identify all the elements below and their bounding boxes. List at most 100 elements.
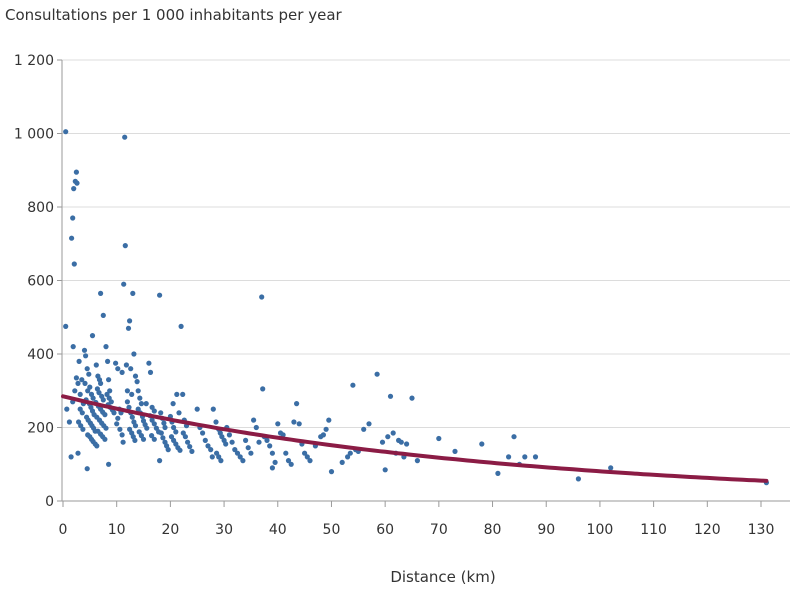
data-point (75, 450, 81, 456)
data-point (100, 312, 106, 318)
data-point (575, 476, 582, 482)
data-point (106, 461, 112, 467)
data-point (285, 458, 292, 464)
data-point (264, 437, 270, 443)
data-point (90, 395, 96, 401)
data-point (79, 410, 85, 416)
data-point (414, 458, 420, 464)
data-point (102, 436, 108, 442)
data-point (267, 443, 273, 449)
data-point (69, 235, 75, 241)
data-point (98, 290, 104, 296)
data-point (237, 454, 243, 460)
data-point (608, 465, 614, 471)
data-point (218, 458, 224, 464)
data-point (347, 450, 353, 456)
data-point (87, 384, 93, 390)
chart-title: Consultations per 1 000 inhabitants per … (5, 6, 342, 24)
data-point (302, 450, 308, 456)
data-point (72, 388, 78, 394)
data-point (409, 395, 415, 401)
data-point (100, 397, 106, 403)
data-point (213, 419, 219, 425)
data-point (385, 434, 391, 440)
data-point (122, 134, 128, 140)
data-point (200, 430, 206, 436)
x-tick-label: 10 (108, 522, 126, 538)
data-point (113, 360, 119, 366)
data-point (180, 391, 186, 397)
data-point (123, 362, 129, 368)
data-point (387, 393, 394, 399)
data-point (80, 426, 86, 432)
data-point (132, 423, 139, 429)
data-point (83, 353, 89, 359)
data-point (506, 454, 512, 460)
data-point (124, 388, 130, 394)
data-point (75, 380, 81, 386)
x-tick-label: 90 (537, 522, 555, 538)
data-point (73, 169, 79, 175)
data-point (73, 375, 79, 381)
data-point (86, 371, 92, 377)
data-point (174, 391, 180, 397)
data-point (122, 243, 128, 249)
data-point (170, 401, 176, 407)
x-tick-label: 50 (323, 522, 341, 538)
data-point (64, 406, 70, 412)
data-point (259, 294, 265, 300)
data-point (151, 408, 157, 414)
data-point (89, 333, 96, 339)
data-point (158, 410, 164, 416)
data-point (165, 447, 171, 453)
data-point (115, 366, 121, 372)
data-point (76, 358, 82, 364)
data-point (74, 180, 80, 186)
data-point (130, 290, 136, 296)
data-point (138, 401, 144, 407)
data-point (70, 344, 76, 350)
data-point (234, 450, 241, 456)
data-point (106, 377, 112, 383)
data-point (210, 406, 216, 412)
data-point (532, 454, 539, 460)
data-point (82, 380, 88, 386)
data-point (374, 371, 380, 377)
data-point (161, 420, 167, 426)
data-point (144, 425, 150, 431)
data-point (176, 410, 182, 416)
data-point (127, 318, 133, 324)
data-point (272, 459, 278, 465)
x-tick-label: 100 (587, 522, 614, 538)
data-point (171, 424, 177, 431)
data-point (205, 443, 211, 449)
data-point (119, 369, 125, 375)
data-point (323, 426, 329, 432)
data-point (326, 417, 332, 423)
data-point (162, 424, 168, 431)
y-tick-label: 200 (27, 421, 54, 437)
data-point (134, 379, 140, 385)
data-point (291, 419, 297, 425)
data-point (194, 406, 200, 412)
data-point (107, 388, 113, 394)
data-point (296, 421, 302, 427)
data-point (256, 439, 262, 445)
data-point (93, 362, 99, 368)
axis-layer: 0 200 400 600 800 1 000 1 200 0 10 20 30 40 50 60 70 80… (14, 53, 790, 538)
data-point (495, 470, 501, 476)
x-tick-label: 0 (59, 522, 68, 538)
y-tick-label: 0 (45, 494, 54, 510)
data-point (71, 261, 77, 267)
data-point (98, 380, 104, 386)
x-axis-label: Distance (km) (390, 568, 496, 586)
data-point (129, 414, 135, 420)
data-point (280, 432, 286, 438)
data-point (366, 421, 372, 427)
data-point (288, 461, 294, 467)
x-tick-label: 110 (640, 522, 667, 538)
x-tick-label: 30 (215, 522, 233, 538)
data-point (185, 439, 191, 445)
data-point (436, 435, 442, 442)
